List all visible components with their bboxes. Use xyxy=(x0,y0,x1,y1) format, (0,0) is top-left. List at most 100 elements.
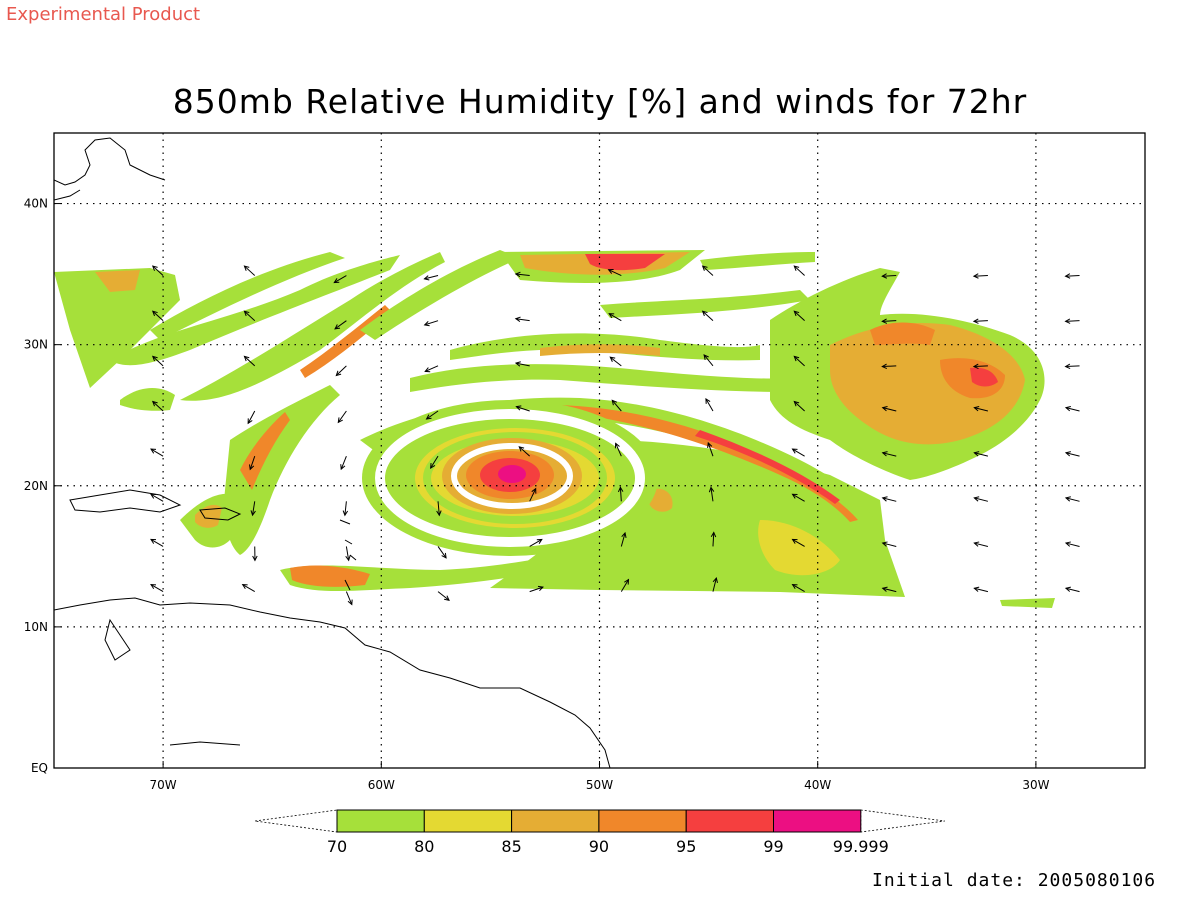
colorbar-swatch xyxy=(336,809,425,833)
wind-arrow xyxy=(972,318,988,324)
humidity-region-east-mid xyxy=(830,322,1025,445)
map-axes: 70W 60W 50W 40W 30W EQ 10N 20N 30N 40N xyxy=(24,197,1050,792)
wind-arrow xyxy=(437,591,450,601)
humidity-band-north-1 xyxy=(110,255,400,366)
lon-tick-label: 50W xyxy=(586,778,613,792)
wind-arrow xyxy=(881,541,897,547)
wind-arrow xyxy=(150,538,164,547)
humidity-band-north-8 xyxy=(600,290,810,318)
wind-arrow xyxy=(334,320,347,330)
humidity-band-north-4 xyxy=(360,250,520,340)
humidity-band-north-9 xyxy=(700,252,815,270)
humidity-band-caribbean-core xyxy=(195,504,222,528)
wind-arrow xyxy=(614,442,622,457)
wind-arrow xyxy=(333,275,347,284)
wind-arrow xyxy=(881,318,897,324)
wind-arrow xyxy=(973,586,989,593)
wind-arrow xyxy=(252,546,258,562)
wind-arrow xyxy=(707,441,714,457)
coastlines xyxy=(54,137,611,768)
humidity-band-north-2 xyxy=(150,252,345,340)
cyclone-spiral xyxy=(362,400,658,556)
experimental-product-label: Experimental Product xyxy=(6,4,201,25)
humidity-patch-south-2 xyxy=(758,520,840,576)
wind-arrow xyxy=(881,451,897,457)
wind-arrow xyxy=(881,496,897,502)
coastline-south-america xyxy=(54,597,611,768)
wind-arrow xyxy=(437,546,447,559)
wind-arrow xyxy=(703,354,714,367)
wind-arrow xyxy=(1064,586,1080,593)
wind-arrow xyxy=(793,310,805,322)
lat-tick-label: 40N xyxy=(24,197,48,211)
wind-arrow xyxy=(710,531,717,547)
wind-arrow xyxy=(250,501,256,517)
wind-arrow xyxy=(514,361,530,367)
colorbar-swatch xyxy=(685,809,775,833)
wind-arrow xyxy=(712,576,718,592)
wind-arrow xyxy=(609,356,622,367)
wind-vectors xyxy=(150,265,1080,606)
humidity-region-west-core xyxy=(95,270,140,292)
wind-arrow xyxy=(701,310,714,322)
colorbar-swatch xyxy=(423,809,513,833)
wind-arrow xyxy=(243,310,256,322)
wind-arrow xyxy=(150,584,164,593)
wind-arrow xyxy=(705,397,714,412)
lat-tick-label: 30N xyxy=(24,338,48,352)
humidity-spiral-arm-peak xyxy=(695,430,840,504)
wind-arrow xyxy=(973,541,989,547)
lon-tick-label: 30W xyxy=(1022,778,1049,792)
humidity-band-north-5-peak xyxy=(585,254,665,271)
wind-arrow xyxy=(973,451,989,457)
wind-arrow xyxy=(150,493,164,502)
wind-arrow xyxy=(436,501,442,517)
wind-arrow xyxy=(151,310,164,322)
wind-arrow xyxy=(249,455,256,471)
colorbar-level-label: 80 xyxy=(414,837,434,856)
wind-arrow xyxy=(514,271,530,278)
lon-tick-label: 60W xyxy=(368,778,395,792)
colorbar-level-label: 85 xyxy=(501,837,521,856)
humidity-band-north-3 xyxy=(180,252,445,401)
wind-arrow xyxy=(881,273,897,279)
humidity-region-west xyxy=(54,268,180,388)
wind-arrow xyxy=(518,446,531,457)
wind-arrow xyxy=(423,275,439,281)
wind-arrow xyxy=(620,531,627,547)
wind-arrow xyxy=(1064,496,1080,502)
wind-arrow xyxy=(243,265,256,276)
wind-arrow xyxy=(151,265,164,276)
initial-date: Initial date: 2005080106 xyxy=(872,870,1157,891)
wind-arrow xyxy=(608,313,622,322)
colorbar-level-label: 99 xyxy=(763,837,783,856)
wind-arrow xyxy=(529,585,544,593)
wind-arrow xyxy=(791,448,805,457)
colorbar-level-label: 90 xyxy=(589,837,609,856)
wind-arrow xyxy=(1064,451,1080,457)
wind-arrow xyxy=(708,486,715,502)
wind-arrow xyxy=(514,316,530,322)
coastline-caribbean-islands xyxy=(69,489,357,591)
wind-arrow xyxy=(617,486,624,502)
wind-arrow xyxy=(793,400,805,412)
humidity-field xyxy=(54,250,1055,608)
colorbar-high-extension xyxy=(860,809,945,833)
wind-arrow xyxy=(340,455,347,471)
wind-arrow xyxy=(611,399,622,412)
wind-arrow xyxy=(620,578,630,592)
wind-arrow xyxy=(151,400,164,412)
humidity-band-west-arc-core xyxy=(240,412,290,490)
wind-arrow xyxy=(337,410,347,424)
wind-arrow xyxy=(701,265,714,276)
wind-arrow xyxy=(972,273,988,279)
humidity-region-east-peak xyxy=(970,367,998,387)
wind-arrow xyxy=(151,355,164,367)
wind-arrow xyxy=(425,410,439,420)
colorbar-level-label: 95 xyxy=(676,837,696,856)
wind-arrow xyxy=(791,584,805,593)
map-title: 850mb Relative Humidity [%] and winds fo… xyxy=(172,82,1028,121)
humidity-band-west-small xyxy=(120,388,175,411)
lat-tick-label: EQ xyxy=(31,761,48,775)
